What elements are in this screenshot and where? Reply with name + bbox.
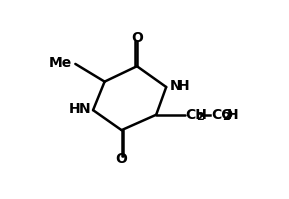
Text: N: N (169, 79, 181, 93)
Text: 2: 2 (223, 112, 230, 122)
Text: N: N (78, 102, 90, 116)
Text: CO: CO (211, 108, 233, 122)
Text: Me: Me (49, 56, 72, 70)
Text: H: H (227, 108, 239, 122)
Text: H: H (69, 102, 81, 116)
Text: O: O (116, 152, 127, 166)
Text: 2: 2 (196, 112, 204, 122)
Text: O: O (131, 31, 143, 45)
Text: CH: CH (186, 108, 207, 122)
Text: H: H (178, 79, 189, 93)
